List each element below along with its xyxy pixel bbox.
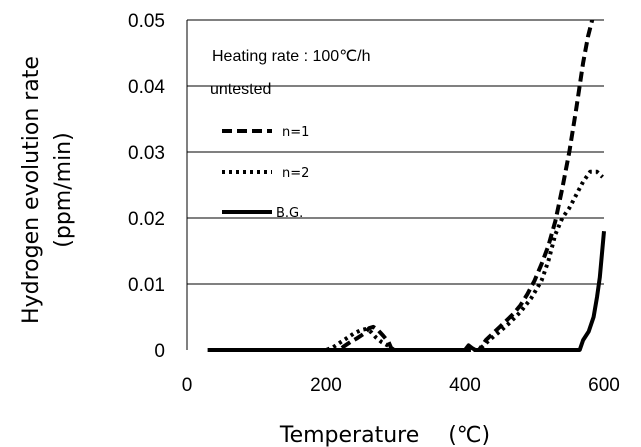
x-tick-label: 400	[449, 375, 481, 396]
heating-rate-annotation: Heating rate : 100℃/h	[212, 48, 371, 65]
legend-label-n2: n=2	[282, 166, 309, 181]
x-tick-label: 200	[310, 375, 342, 396]
y-tick-label: 0.02	[128, 209, 165, 230]
series-lines	[207, 19, 606, 352]
x-tick-label: 600	[588, 375, 620, 396]
tick-labels: 0 0.01 0.02 0.03 0.04 0.05 0 200 400 600	[128, 11, 620, 396]
legend-label-bg: B.G.	[276, 206, 303, 221]
series-line-2	[207, 169, 604, 352]
untested-annotation: untested	[210, 81, 271, 98]
legend: n=1 n=2 B.G.	[222, 125, 309, 221]
series-line-1	[207, 19, 595, 352]
y-tick-label: 0.04	[128, 77, 165, 98]
y-tick-label: 0.05	[128, 11, 165, 32]
x-axis-title: Temperature (℃)	[279, 423, 490, 447]
y-tick-label: 0.03	[128, 143, 165, 164]
y-axis-title-line1: Hydrogen evolution rate	[19, 56, 44, 324]
y-tick-label: 0	[154, 341, 165, 362]
legend-label-n1: n=1	[282, 125, 309, 140]
y-tick-label: 0.01	[128, 275, 165, 296]
series-line-3	[207, 231, 606, 352]
y-axis-title-line2: (ppm/min)	[51, 132, 76, 247]
x-tick-label: 0	[182, 375, 193, 396]
